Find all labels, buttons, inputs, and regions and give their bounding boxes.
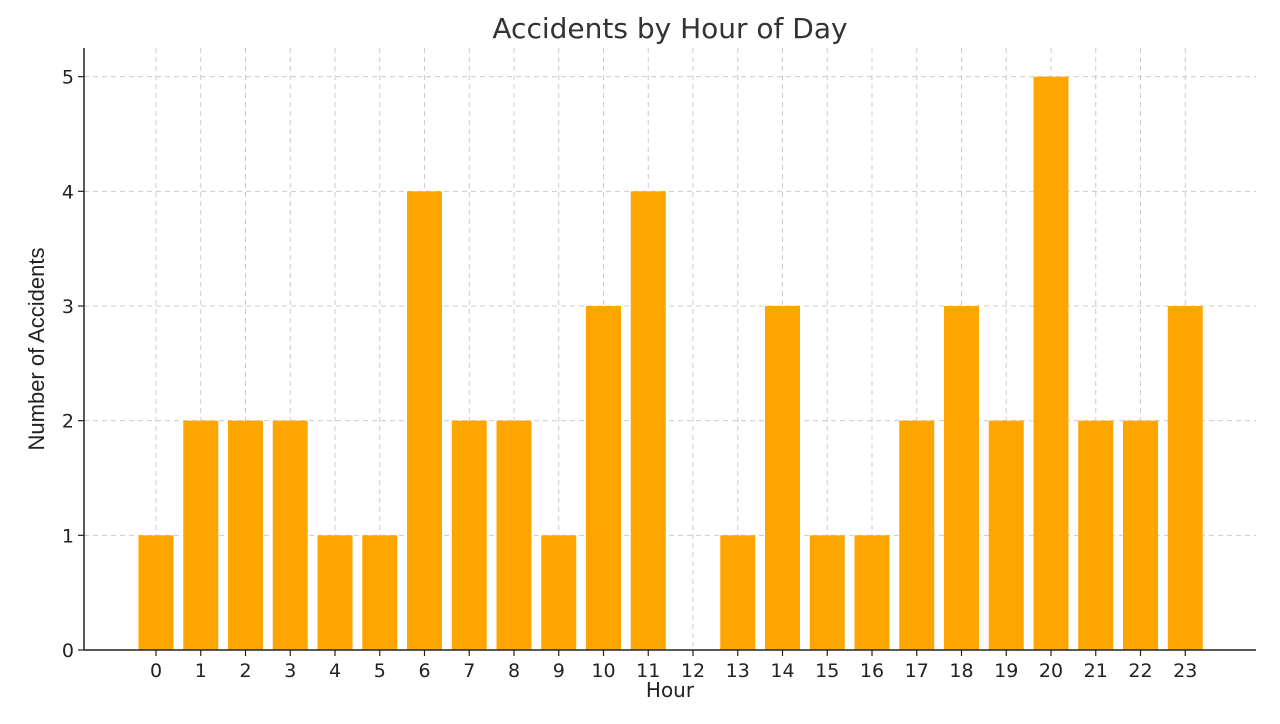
- x-tick-label: 4: [329, 660, 341, 682]
- bar-hour-13: [720, 535, 756, 650]
- bar-hour-3: [272, 420, 308, 650]
- bar-hour-11: [630, 191, 666, 651]
- x-axis-label: Hour: [646, 678, 695, 702]
- x-tick-label: 22: [1128, 660, 1152, 682]
- bars-layer: [138, 76, 1203, 651]
- x-tick-label: 20: [1039, 660, 1063, 682]
- bar-hour-21: [1078, 420, 1114, 650]
- y-tick-label: 5: [62, 67, 74, 89]
- x-tick-label: 17: [905, 660, 929, 682]
- x-tick-label: 0: [150, 660, 162, 682]
- bar-hour-8: [496, 420, 532, 650]
- x-tick-label: 8: [508, 660, 520, 682]
- bar-hour-9: [541, 535, 577, 650]
- x-tick-label: 10: [591, 660, 615, 682]
- x-tick-label: 15: [815, 660, 839, 682]
- bar-hour-17: [899, 420, 935, 650]
- bar-hour-15: [809, 535, 845, 650]
- x-tick-label: 9: [553, 660, 565, 682]
- bar-hour-0: [138, 535, 174, 650]
- x-tick-label: 21: [1084, 660, 1108, 682]
- bar-hour-6: [407, 191, 442, 651]
- bar-hour-18: [944, 306, 979, 650]
- bar-hour-10: [586, 306, 621, 650]
- bar-hour-1: [183, 420, 219, 650]
- x-tick-label: 2: [239, 660, 251, 682]
- x-tick-label: 12: [681, 660, 705, 682]
- x-tick-label: 5: [374, 660, 386, 682]
- x-tick-label: 18: [949, 660, 973, 682]
- chart-title: Accidents by Hour of Day: [492, 12, 847, 45]
- bar-hour-14: [765, 306, 800, 650]
- x-tick-label: 3: [284, 660, 296, 682]
- y-tick-label: 3: [62, 296, 74, 318]
- y-tick-label: 1: [62, 525, 74, 547]
- bar-hour-4: [317, 535, 353, 650]
- bar-hour-16: [854, 535, 890, 650]
- x-tick-label: 14: [770, 660, 794, 682]
- bar-hour-19: [988, 420, 1024, 650]
- y-axis-label: Number of Accidents: [24, 248, 49, 451]
- bar-hour-5: [362, 535, 398, 650]
- x-tick-label: 16: [860, 660, 884, 682]
- bar-hour-20: [1033, 76, 1069, 650]
- x-tick-label: 7: [463, 660, 475, 682]
- bar-hour-7: [451, 420, 487, 650]
- x-tick-label: 19: [994, 660, 1018, 682]
- x-ticks-layer: 0 1 2 3 4 5 6 7 8 9 10 11 12 13 14 15 16 17 18 19 20 21 22 23: [150, 650, 1197, 682]
- x-tick-label: 1: [195, 660, 207, 682]
- y-tick-label: 0: [62, 640, 74, 662]
- y-tick-label: 4: [62, 181, 74, 203]
- bar-hour-2: [228, 420, 263, 650]
- bar-hour-22: [1123, 420, 1158, 650]
- x-tick-label: 23: [1173, 660, 1197, 682]
- x-tick-label: 6: [418, 660, 430, 682]
- y-ticks-layer: 0 1 2 3 4 5: [62, 67, 84, 662]
- y-tick-label: 2: [62, 411, 74, 433]
- x-tick-label: 11: [636, 660, 660, 682]
- bar-hour-23: [1167, 306, 1203, 650]
- x-tick-label: 13: [726, 660, 750, 682]
